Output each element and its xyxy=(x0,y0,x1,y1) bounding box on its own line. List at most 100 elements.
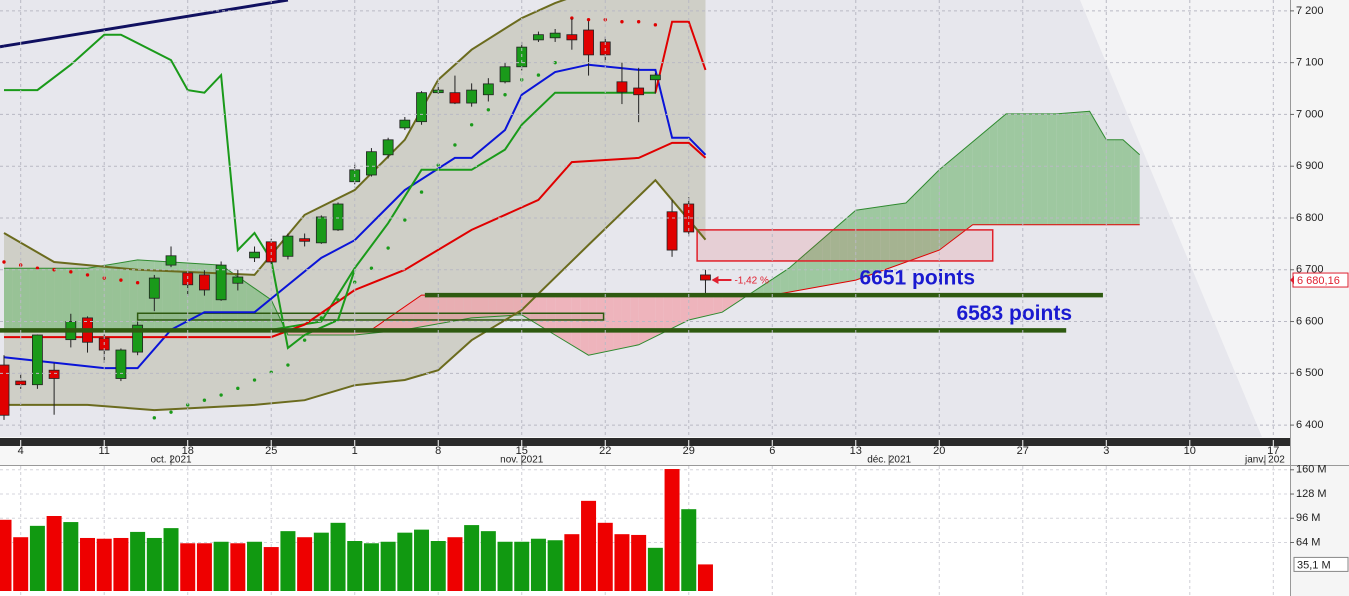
cloud-fill xyxy=(939,162,948,251)
cloud-fill xyxy=(839,217,848,284)
x-tick-label: 4 xyxy=(18,445,24,457)
candle-body xyxy=(533,34,544,41)
cloud-fill xyxy=(989,120,998,225)
cloud-fill xyxy=(1131,147,1140,225)
cloud-fill xyxy=(1039,113,1048,225)
x-tick-label: 13 xyxy=(850,445,862,457)
candle-body xyxy=(199,274,210,291)
candle-body xyxy=(449,92,461,104)
sar-dot xyxy=(2,260,6,264)
cloud-fill xyxy=(1031,113,1040,225)
volume-bar xyxy=(681,509,697,591)
sar-dot xyxy=(486,108,491,112)
sar-dot xyxy=(636,20,641,24)
volume-bar xyxy=(96,538,112,591)
sar-dot xyxy=(319,316,324,320)
cloud-fill xyxy=(112,262,121,330)
candle-body xyxy=(132,324,144,353)
volume-bar xyxy=(447,537,463,591)
volume-bar xyxy=(430,541,446,591)
cloud-fill xyxy=(454,295,464,321)
last-price-pointer xyxy=(1290,276,1294,285)
volume-bar xyxy=(63,522,79,591)
sar-dot xyxy=(469,123,474,127)
candle-body xyxy=(649,74,661,81)
sar-dot xyxy=(336,298,340,302)
sar-dot xyxy=(85,273,90,277)
candle-body xyxy=(165,255,177,266)
cloud-fill xyxy=(137,259,146,330)
candle-body xyxy=(700,274,711,281)
volume-bar xyxy=(597,522,613,591)
volume-bar xyxy=(380,541,396,591)
volume-bar xyxy=(564,534,580,591)
cloud-fill xyxy=(1047,113,1057,225)
candle-body xyxy=(566,34,578,41)
cloud-fill xyxy=(822,231,831,287)
y-tick-label: 128 M xyxy=(1296,488,1327,500)
x-tick-label: 3 xyxy=(1103,445,1109,457)
candle-body xyxy=(299,238,311,242)
sar-dot xyxy=(419,190,424,194)
y-tick-label: 6 900 xyxy=(1296,160,1324,172)
candle-body xyxy=(583,29,594,56)
last-price-label: 6 680,16 xyxy=(1297,275,1340,287)
cloud-fill xyxy=(1114,139,1123,225)
cloud-fill xyxy=(471,295,480,318)
cloud-fill xyxy=(780,268,789,294)
cloud-fill xyxy=(505,295,514,316)
y-tick-label: 160 M xyxy=(1296,464,1327,476)
cloud-fill xyxy=(972,134,982,225)
volume-bar xyxy=(530,538,546,591)
volume-bar xyxy=(414,529,430,591)
cloud-fill xyxy=(814,239,823,288)
cloud-fill xyxy=(87,266,96,330)
candle-body xyxy=(366,151,377,176)
volume-bar xyxy=(397,532,413,591)
candle-body xyxy=(616,81,628,93)
x-tick-label: 17 xyxy=(1267,445,1279,457)
sar-dot xyxy=(570,16,574,20)
cloud-fill xyxy=(772,273,781,296)
volume-bar xyxy=(46,516,62,591)
cloud-fill xyxy=(638,295,648,345)
cloud-fill xyxy=(129,259,138,330)
candle-body xyxy=(633,87,645,96)
y-tick-label: 7 100 xyxy=(1296,57,1324,69)
cloud-fill xyxy=(788,260,798,293)
volume-bar xyxy=(213,541,229,591)
cloud-fill xyxy=(496,295,506,317)
candle-body xyxy=(115,349,127,379)
cloud-fill xyxy=(1089,111,1098,225)
volume-bar xyxy=(280,531,296,591)
month-label: nov. 2021 xyxy=(500,455,544,466)
cloud-fill xyxy=(120,261,130,330)
sar-dot xyxy=(386,246,390,250)
volume-bar xyxy=(347,541,363,591)
volume-bar xyxy=(647,547,663,591)
y-tick-label: 6 500 xyxy=(1296,367,1324,379)
candle-body xyxy=(382,139,394,156)
volume-bar xyxy=(464,525,480,591)
volume-bar xyxy=(29,525,45,591)
sar-dot xyxy=(453,143,457,147)
volume-bar xyxy=(180,543,196,591)
month-label: déc. 2021 xyxy=(867,455,911,466)
sar-dot xyxy=(620,20,624,24)
cloud-fill xyxy=(1056,113,1065,225)
band-line xyxy=(4,178,707,412)
volume-bar xyxy=(263,547,279,591)
level-label: 6583 points xyxy=(956,302,1072,325)
volume-bar xyxy=(113,537,129,591)
month-label: janv. 202 xyxy=(1244,455,1285,466)
cloud-fill xyxy=(70,268,80,330)
cloud-fill xyxy=(1006,113,1015,225)
cloud-fill xyxy=(4,268,13,330)
volume-bar xyxy=(664,469,680,591)
volume-bar xyxy=(13,537,29,591)
cloud-fill xyxy=(930,169,940,254)
axis-panel xyxy=(1290,0,1349,596)
cloud-fill xyxy=(680,295,689,325)
